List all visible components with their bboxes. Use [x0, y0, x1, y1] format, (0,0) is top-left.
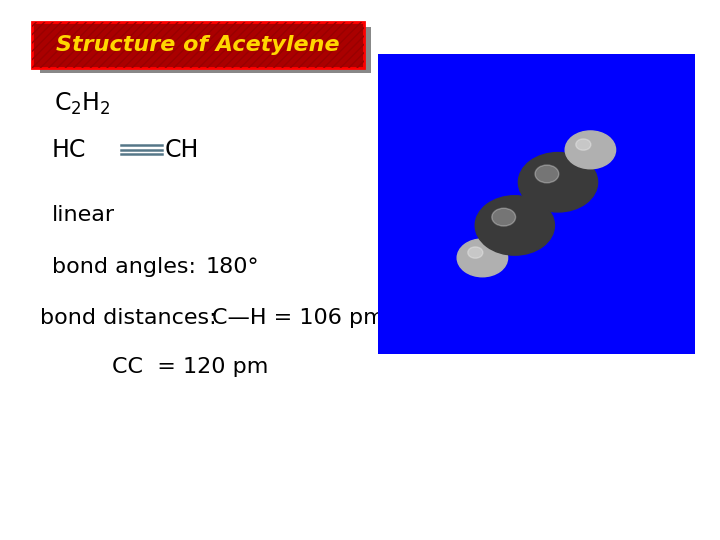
Text: bond angles:: bond angles: [52, 256, 196, 276]
Bar [378, 54, 695, 354]
Circle shape [475, 195, 554, 255]
Text: C—H = 106 pm: C—H = 106 pm [212, 308, 385, 328]
Text: HC: HC [52, 138, 86, 161]
Circle shape [576, 139, 591, 150]
Circle shape [492, 208, 516, 226]
Text: $\mathrm{C_2H_2}$: $\mathrm{C_2H_2}$ [54, 91, 111, 117]
Text: CH: CH [164, 138, 199, 161]
Text: 180°: 180° [205, 256, 258, 276]
Circle shape [535, 165, 559, 183]
Text: bond distances:: bond distances: [40, 308, 216, 328]
Circle shape [457, 239, 508, 276]
FancyBboxPatch shape [32, 22, 364, 68]
Circle shape [518, 152, 598, 212]
Circle shape [565, 131, 616, 168]
Text: linear: linear [52, 205, 115, 225]
Circle shape [468, 247, 483, 258]
FancyBboxPatch shape [40, 27, 371, 73]
Text: CC  = 120 pm: CC = 120 pm [112, 356, 268, 376]
Text: Structure of Acetylene: Structure of Acetylene [56, 35, 340, 55]
